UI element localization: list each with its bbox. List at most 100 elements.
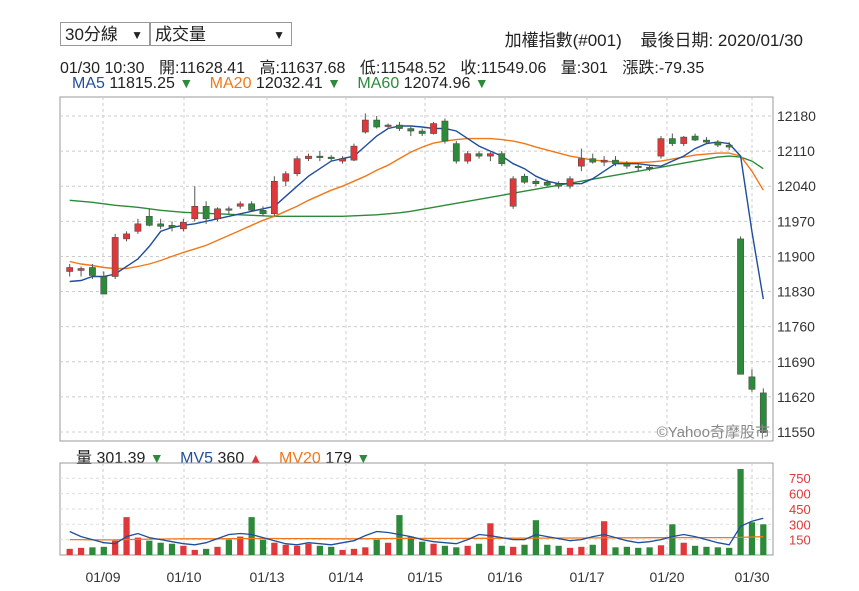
candle-body (521, 175, 528, 183)
volume-tick-label: 600 (789, 487, 811, 502)
volume-bar (157, 542, 164, 555)
volume-bar (339, 549, 346, 555)
volume-bar (475, 543, 483, 555)
price-tick-label: 12110 (777, 143, 815, 159)
volume-bar (373, 539, 380, 555)
indicator-select[interactable]: 成交量 ▼ (150, 22, 292, 46)
date-tick-label: 01/15 (407, 569, 442, 585)
candle-body (77, 268, 85, 271)
candle-body (498, 153, 506, 164)
volume-bar (384, 542, 392, 555)
candle-body (111, 237, 119, 277)
volume-bar (293, 545, 301, 555)
ohlc-open: 開:11628.41 (158, 60, 245, 77)
volume-tick-label: 450 (789, 502, 811, 517)
grid-lines (59, 96, 774, 556)
candle-body (555, 183, 563, 187)
volume-tick-label: 300 (789, 517, 811, 532)
price-tick-label: 11690 (777, 354, 815, 370)
volume-bar (134, 537, 142, 555)
candle-body (123, 233, 130, 240)
candle-body (748, 376, 756, 390)
candle-body (293, 158, 301, 174)
down-arrow-icon: ▼ (474, 75, 489, 91)
candle-body (578, 158, 585, 167)
date-tick-label: 01/13 (249, 569, 284, 585)
volume-bar (146, 540, 153, 555)
volume-bar (419, 541, 426, 555)
ma20-line (69, 137, 764, 270)
candle-body (191, 206, 199, 220)
volume-bar (237, 536, 244, 555)
volume-bar (282, 544, 289, 555)
index-name: 加權指數(#001) (504, 31, 622, 50)
up-arrow-icon: ▲ (248, 450, 263, 466)
volume-bar (521, 544, 528, 555)
volume-bar (203, 548, 210, 555)
down-arrow-icon: ▼ (149, 450, 164, 466)
volume-bar (578, 546, 585, 555)
price-tick-label: 11760 (777, 319, 815, 335)
legend-ma5-label: MA5 (72, 75, 105, 92)
interval-select[interactable]: 30分線 ▼ (60, 22, 150, 46)
candle-body (282, 173, 290, 182)
volume-tick-label: 750 (789, 471, 811, 486)
candle-body (305, 155, 312, 159)
candle-body (259, 210, 267, 215)
price-panel-frame (59, 96, 774, 442)
down-arrow-icon: ▼ (356, 450, 371, 466)
volume-bar (259, 539, 267, 555)
volume-bar (214, 546, 221, 555)
volume-bar (100, 546, 107, 555)
volume-bar (691, 545, 699, 555)
candle-body (487, 153, 494, 157)
volume-bar (430, 543, 437, 555)
volume-bar (680, 542, 687, 555)
candle-body (339, 158, 346, 162)
volume-bar (760, 524, 767, 555)
candle-body (327, 156, 335, 159)
chevron-down-icon: ▼ (273, 28, 285, 42)
candle-body (691, 135, 699, 141)
down-arrow-icon: ▼ (179, 75, 194, 91)
candle-body (714, 141, 722, 146)
volume-bar (271, 542, 278, 555)
candle-body (668, 138, 676, 144)
price-tick-label: 11830 (777, 284, 815, 300)
date-tick-label: 01/10 (166, 569, 201, 585)
candlesticks (66, 113, 767, 434)
candle-body (145, 216, 153, 226)
candle-body (680, 136, 688, 144)
ma60-line (69, 155, 764, 218)
candle-body (236, 203, 244, 207)
price-tick-label: 11550 (777, 424, 815, 440)
price-tick-label: 11970 (777, 213, 815, 229)
candle-body (634, 165, 642, 168)
indicator-select-value: 成交量 (155, 25, 206, 44)
ohlc-time: 01/30 10:30 (60, 60, 145, 77)
date-tick-label: 01/17 (569, 569, 604, 585)
candle-body (373, 119, 381, 128)
date-tick-label: 01/14 (328, 569, 363, 585)
candle-body (418, 130, 426, 134)
volume-bar (726, 547, 733, 555)
volume-bars (66, 469, 767, 555)
legend-ma20-value: 12032.41 (255, 75, 323, 92)
candle-body (407, 128, 415, 132)
candle-body (737, 238, 744, 375)
legend-ma60-value: 12074.96 (403, 75, 471, 92)
candle-body (543, 181, 551, 186)
header-info: 加權指數(#001) 最後日期: 2020/01/30 (491, 26, 803, 51)
candle-body (589, 158, 597, 163)
volume-bar (350, 548, 358, 555)
legend-ma60-label: MA60 (357, 75, 400, 92)
candle-body (202, 206, 210, 220)
candle-body (100, 276, 108, 295)
candle-body (623, 163, 631, 167)
candle-body (180, 222, 187, 230)
legend-ma60: MA60 12074.96 ▼ (357, 75, 488, 92)
legend-ma5: MA5 11815.25 ▼ (72, 75, 198, 92)
chevron-down-icon: ▼ (131, 28, 143, 42)
volume-bar (168, 543, 176, 555)
